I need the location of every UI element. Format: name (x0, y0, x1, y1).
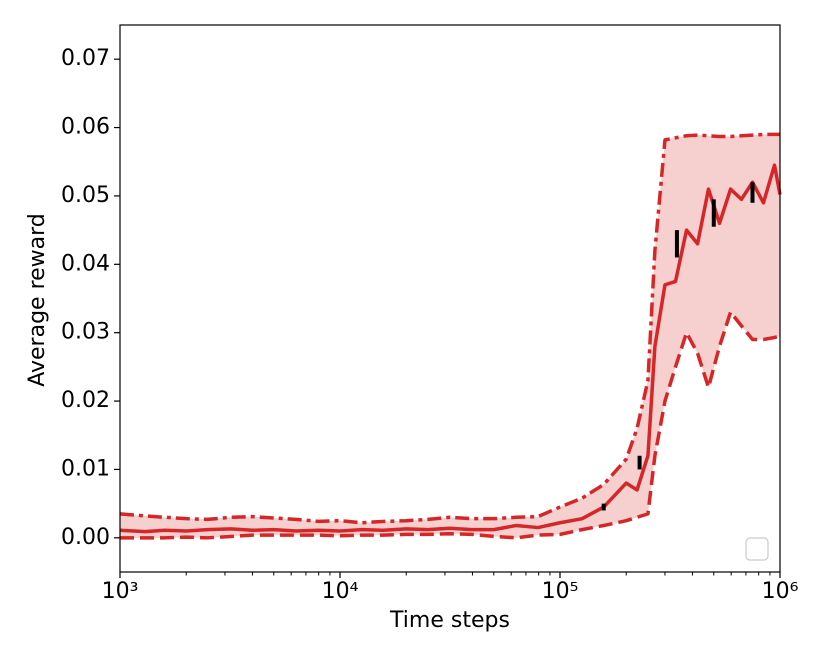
line-series (119, 163, 782, 534)
x-tick-label: 10³ (102, 579, 139, 604)
line-series (120, 310, 781, 540)
y-tick-label: 0.00 (61, 525, 110, 550)
y-tick-label: 0.07 (61, 46, 110, 71)
y-tick-label: 0.06 (61, 115, 110, 140)
x-tick-label: 10⁴ (322, 579, 359, 604)
line-series (119, 132, 780, 525)
x-tick-label: 10⁵ (542, 579, 579, 604)
band (120, 134, 780, 538)
y-tick-label: 0.04 (61, 251, 110, 276)
y-tick-label: 0.02 (61, 388, 110, 413)
legend (745, 537, 769, 561)
y-tick-label: 0.05 (61, 183, 110, 208)
y-axis-label: Average reward (25, 213, 50, 387)
y-tick-label: 0.01 (61, 456, 110, 481)
x-axis-label: Time steps (389, 608, 510, 633)
y-tick-label: 0.03 (61, 320, 110, 345)
plot-frame (119, 24, 781, 573)
x-tick-label: 10⁶ (762, 579, 799, 604)
